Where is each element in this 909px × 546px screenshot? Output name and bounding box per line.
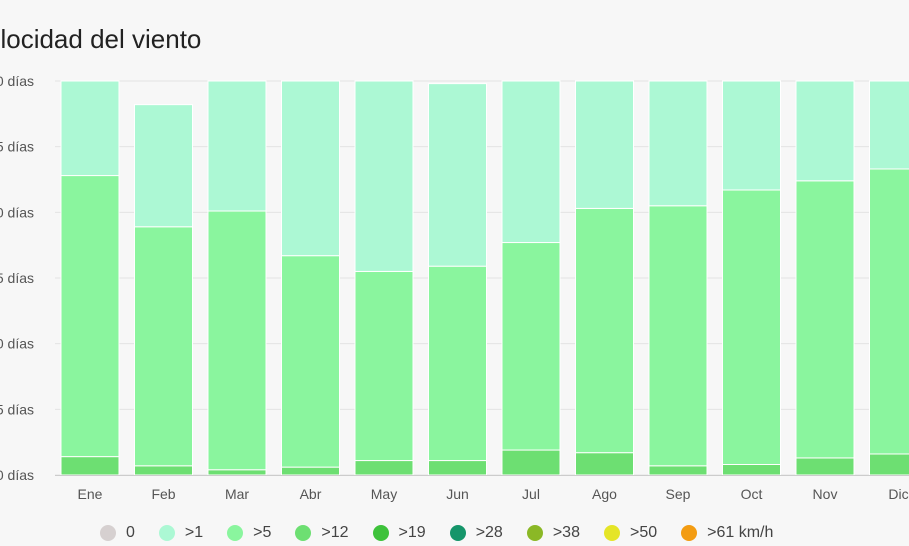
legend-marker (295, 525, 312, 541)
bar-segment[interactable] (354, 460, 414, 476)
bar-segment[interactable] (134, 104, 193, 228)
legend-item[interactable]: 0 (100, 524, 135, 542)
legend-label: 0 (126, 524, 135, 541)
x-axis-ticks: Ene Feb Mar Abr May Jun Jul Ago Sep Oct Nov Dic (78, 486, 909, 502)
bar-segment[interactable] (60, 80, 120, 177)
legend-label: >28 (475, 524, 503, 541)
x-tick-label: Ene (78, 486, 103, 502)
bar-segment[interactable] (722, 189, 781, 465)
legend-item[interactable]: >38 (526, 524, 580, 542)
legend-item[interactable]: >19 (372, 524, 426, 542)
legend-marker (681, 525, 698, 541)
legend-label: >61 km/h (707, 524, 774, 541)
bar-segment[interactable] (869, 80, 909, 170)
bar-segment[interactable] (795, 180, 855, 459)
bar-segment[interactable] (134, 226, 193, 467)
bar-segment[interactable] (207, 210, 267, 471)
bar-segment[interactable] (648, 80, 708, 207)
bar-segment[interactable] (428, 83, 487, 267)
y-tick-label: 0 días (0, 73, 34, 89)
x-tick-label: Jun (446, 486, 469, 502)
y-tick-label: 0 días (0, 336, 34, 352)
legend-label: >38 (552, 524, 580, 541)
x-tick-label: Ago (592, 486, 617, 502)
legend-marker (100, 525, 116, 541)
chart-title: elocidad del viento (0, 24, 202, 54)
legend-marker (526, 525, 543, 541)
legend-item[interactable]: >12 (295, 524, 349, 542)
x-tick-label: Jul (522, 486, 540, 502)
x-tick-label: Abr (300, 486, 322, 502)
legend-label: >12 (321, 524, 349, 541)
x-tick-label: Nov (813, 486, 838, 502)
bar-segment[interactable] (60, 175, 120, 458)
bar-segment[interactable] (575, 80, 634, 209)
y-tick-label: 0 días (0, 204, 34, 220)
x-tick-label: Mar (225, 486, 249, 502)
bar-segment[interactable] (354, 270, 414, 462)
legend-label: >1 (184, 524, 204, 541)
bar-segment[interactable] (575, 452, 634, 476)
bar-segment[interactable] (281, 255, 340, 468)
legend-item[interactable]: >50 (603, 524, 658, 542)
bar-segment[interactable] (501, 80, 561, 244)
legend-item[interactable]: >1 (158, 524, 204, 542)
bar-segment[interactable] (869, 453, 909, 476)
y-tick-label: 5 días (0, 401, 34, 417)
x-tick-label: Dic (888, 486, 908, 502)
y-axis-ticks: 0 días 5 días 0 días 5 días 0 días 5 días 0 dí… (0, 73, 34, 483)
legend: 0 >1 >5 >12 >19 >28 >38 >50 >61 km/h (100, 524, 797, 542)
legend-marker (372, 525, 389, 541)
legend-label: >50 (629, 524, 658, 541)
bar-segment[interactable] (134, 465, 193, 476)
bar-segment[interactable] (869, 168, 909, 455)
legend-item[interactable]: >28 (449, 524, 503, 542)
y-tick-label: 5 días (0, 139, 34, 155)
x-tick-label: May (371, 486, 397, 502)
legend-marker (603, 525, 620, 541)
legend-item[interactable]: >5 (227, 524, 271, 542)
legend-label: >19 (398, 524, 426, 541)
legend-marker (227, 525, 244, 541)
legend-item[interactable]: >61 km/h (681, 524, 773, 542)
bar-segment[interactable] (501, 449, 561, 476)
bar-segment[interactable] (648, 205, 708, 467)
legend-marker (158, 525, 175, 541)
bars (60, 80, 909, 476)
bar-segment[interactable] (281, 80, 340, 257)
bar-segment[interactable] (722, 80, 781, 191)
legend-label: >5 (253, 524, 272, 541)
bar-segment[interactable] (795, 457, 855, 476)
bar-segment[interactable] (722, 463, 781, 476)
bar-segment[interactable] (575, 207, 634, 454)
x-tick-label: Sep (666, 486, 691, 502)
bar-segment[interactable] (60, 456, 120, 476)
bar-segment[interactable] (428, 265, 487, 462)
y-tick-label: 5 días (0, 270, 34, 286)
bar-segment[interactable] (207, 80, 267, 212)
bar-segment[interactable] (648, 465, 708, 476)
bar-segment[interactable] (207, 469, 267, 476)
wind-speed-chart: 0 días 5 días 0 días 5 días 0 días 5 días 0 dí… (0, 73, 909, 502)
x-tick-label: Feb (151, 486, 175, 502)
x-tick-label: Oct (741, 486, 763, 502)
bar-segment[interactable] (795, 80, 855, 182)
y-tick-label: 0 días (0, 467, 34, 483)
bar-segment[interactable] (354, 80, 414, 272)
bar-segment[interactable] (428, 460, 487, 476)
bar-segment[interactable] (281, 466, 340, 476)
bar-segment[interactable] (501, 242, 561, 451)
legend-marker (449, 525, 466, 541)
